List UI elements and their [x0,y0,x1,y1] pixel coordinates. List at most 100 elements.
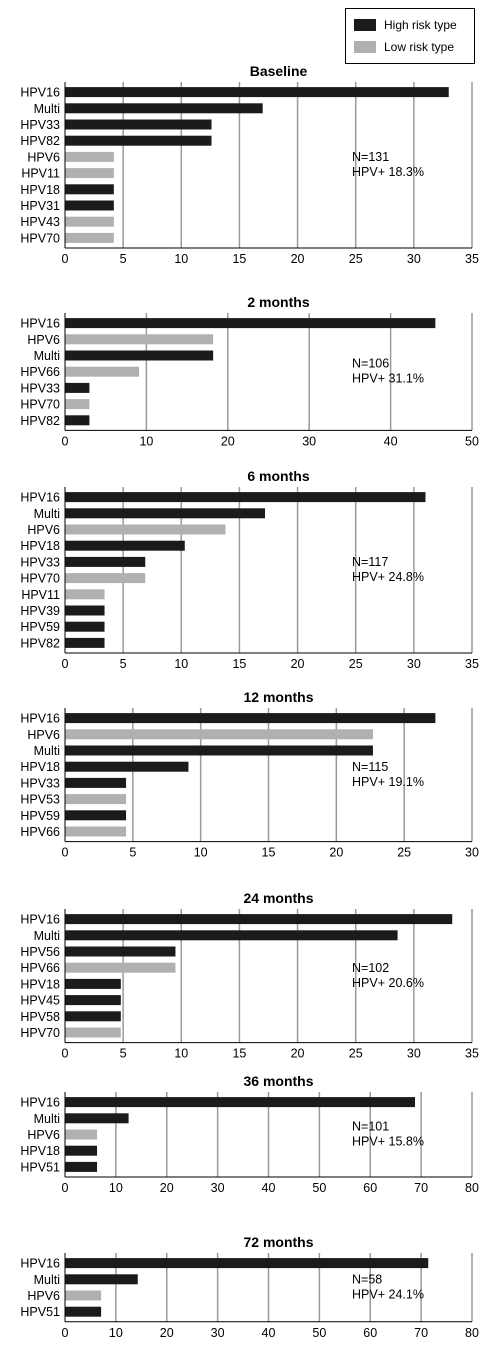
category-label-24-months-hpv58: HPV58 [20,1010,60,1024]
tick-label-24-months-35: 35 [465,1047,479,1061]
annotation-24-months-n: N=102 [352,961,389,975]
legend-label-high-risk: High risk type [384,18,457,32]
legend-item-low-risk: Low risk type [354,39,454,55]
bar-24-months-hpv56 [65,946,176,957]
category-label-6-months-hpv82: HPV82 [20,636,60,650]
category-label-72-months-multi: Multi [34,1273,60,1287]
tick-label-12-months-30: 30 [465,846,479,860]
category-label-36-months-multi: Multi [34,1112,60,1126]
legend-swatch-high-risk [354,19,376,31]
bar-12-months-hpv33 [65,777,127,788]
annotation-12-months-n: N=115 [352,760,388,774]
tick-label-baseline-10: 10 [174,252,188,266]
category-label-2-months-hpv82: HPV82 [20,414,60,428]
category-label-baseline-hpv16: HPV16 [20,86,60,100]
bar-2-months-hpv33 [65,382,90,393]
category-label-24-months-hpv66: HPV66 [20,961,60,975]
bar-24-months-multi [65,930,398,941]
category-label-6-months-hpv16: HPV16 [20,491,60,505]
category-label-12-months-hpv33: HPV33 [20,776,60,790]
category-label-6-months-hpv59: HPV59 [20,620,60,634]
category-label-baseline-hpv33: HPV33 [20,118,60,132]
tick-label-6-months-15: 15 [232,657,246,671]
tick-label-baseline-30: 30 [407,252,421,266]
annotation-12-months-hpv-positive: HPV+ 19.1% [352,775,424,789]
tick-label-24-months-15: 15 [232,1047,246,1061]
category-label-12-months-hpv16: HPV16 [20,712,60,726]
category-label-36-months-hpv16: HPV16 [20,1096,60,1110]
bar-24-months-hpv45 [65,995,121,1006]
legend-swatch-low-risk [354,41,376,53]
bar-6-months-hpv18 [65,540,185,551]
bar-6-months-hpv16 [65,492,426,503]
bar-36-months-hpv6 [65,1129,98,1140]
bar-12-months-hpv53 [65,794,127,805]
tick-label-36-months-40: 40 [262,1181,276,1195]
tick-label-72-months-60: 60 [363,1326,377,1340]
tick-label-24-months-25: 25 [349,1047,363,1061]
category-label-baseline-multi: Multi [34,102,60,116]
tick-label-36-months-60: 60 [363,1181,377,1195]
category-label-36-months-hpv18: HPV18 [20,1144,60,1158]
tick-label-2-months-10: 10 [139,434,153,448]
tick-label-72-months-80: 80 [465,1326,479,1340]
bar-6-months-multi [65,508,266,519]
category-label-24-months-multi: Multi [34,929,60,943]
tick-label-72-months-0: 0 [62,1326,69,1340]
bar-6-months-hpv11 [65,589,105,600]
bar-baseline-hpv33 [65,119,212,130]
tick-label-72-months-40: 40 [262,1326,276,1340]
annotation-baseline-n: N=131 [352,150,389,164]
bar-2-months-hpv82 [65,415,90,426]
bar-2-months-multi [65,350,214,361]
chart-title-12-months: 12 months [243,689,313,705]
tick-label-6-months-35: 35 [465,657,479,671]
category-label-36-months-hpv51: HPV51 [20,1160,60,1174]
category-label-24-months-hpv16: HPV16 [20,913,60,927]
annotation-2-months-hpv-positive: HPV+ 31.1% [352,372,424,386]
tick-label-2-months-50: 50 [465,434,479,448]
category-label-12-months-multi: Multi [34,744,60,758]
bar-36-months-multi [65,1113,129,1124]
category-label-baseline-hpv6: HPV6 [27,150,60,164]
tick-label-baseline-0: 0 [62,252,69,266]
tick-label-baseline-20: 20 [291,252,305,266]
category-label-2-months-hpv70: HPV70 [20,398,60,412]
bar-72-months-hpv16 [65,1258,429,1269]
bar-6-months-hpv6 [65,524,226,535]
annotation-6-months-hpv-positive: HPV+ 24.8% [352,570,424,584]
tick-label-baseline-5: 5 [120,252,127,266]
category-label-24-months-hpv70: HPV70 [20,1026,60,1040]
bar-24-months-hpv70 [65,1027,121,1038]
bar-12-months-hpv18 [65,761,189,772]
tick-label-36-months-0: 0 [62,1181,69,1195]
tick-label-6-months-0: 0 [62,657,69,671]
tick-label-12-months-10: 10 [194,846,208,860]
annotation-36-months-n: N=101 [352,1120,389,1134]
bar-baseline-multi [65,103,263,114]
category-label-2-months-hpv16: HPV16 [20,317,60,331]
bar-72-months-hpv51 [65,1306,102,1317]
tick-label-72-months-50: 50 [312,1326,326,1340]
category-label-6-months-multi: Multi [34,507,60,521]
annotation-2-months-n: N=106 [352,357,389,371]
tick-label-baseline-35: 35 [465,252,479,266]
bar-6-months-hpv70 [65,573,146,584]
bar-baseline-hpv31 [65,200,114,211]
tick-label-12-months-5: 5 [129,846,136,860]
bar-6-months-hpv82 [65,637,105,648]
category-label-72-months-hpv6: HPV6 [27,1289,60,1303]
category-label-12-months-hpv18: HPV18 [20,760,60,774]
bar-12-months-multi [65,745,373,756]
tick-label-36-months-50: 50 [312,1181,326,1195]
category-label-baseline-hpv18: HPV18 [20,183,60,197]
chart-title-24-months: 24 months [243,890,313,906]
legend-item-high-risk: High risk type [354,17,457,33]
bar-baseline-hpv11 [65,168,114,179]
category-label-6-months-hpv6: HPV6 [27,523,60,537]
category-label-24-months-hpv45: HPV45 [20,994,60,1008]
chart-title-2-months: 2 months [247,294,309,310]
tick-label-6-months-10: 10 [174,657,188,671]
chart-title-72-months: 72 months [243,1234,313,1250]
tick-label-36-months-80: 80 [465,1181,479,1195]
